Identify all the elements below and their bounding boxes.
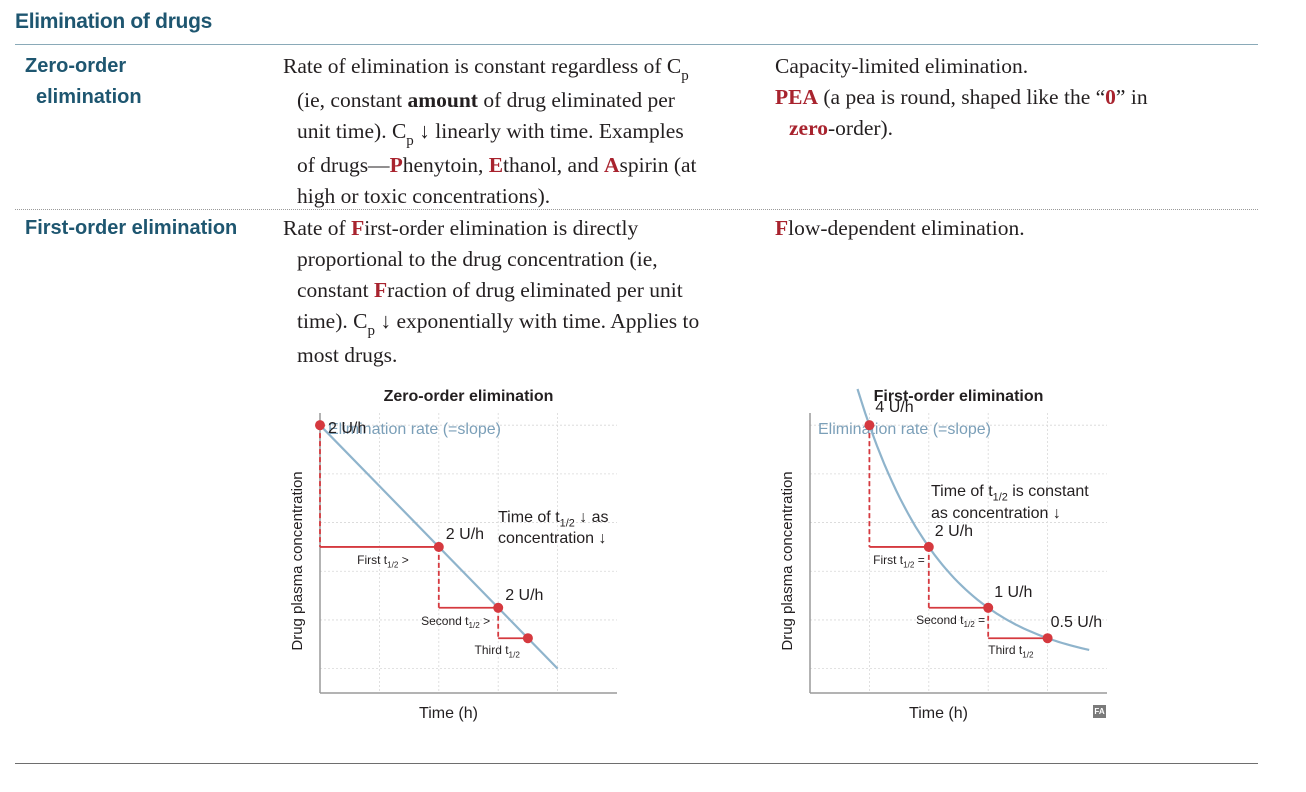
mnemonic-letter: 0	[1105, 85, 1116, 109]
x-axis-label: Time (h)	[909, 705, 968, 722]
half-life-label: Third t1/2	[475, 643, 521, 659]
description-zero-order: Rate of elimination is constant regardle…	[283, 51, 763, 212]
x-axis-label: Time (h)	[419, 705, 478, 722]
desc-text: thanol, and	[503, 153, 604, 177]
mnemonic-letter: E	[488, 153, 504, 177]
term-line: elimination	[36, 86, 142, 108]
bold-term: amount	[407, 88, 478, 112]
desc-text: Rate of	[283, 216, 352, 240]
desc-text: unit time). C	[297, 119, 407, 143]
rate-label: 2 U/h	[505, 587, 543, 604]
series-label: Elimination rate (=slope)	[328, 421, 501, 438]
title-divider	[15, 44, 1258, 45]
annotation-line: as concentration ↓	[931, 505, 1061, 522]
rate-label: 2 U/h	[328, 420, 366, 437]
term-zero-order: Zero-order elimination	[25, 51, 142, 113]
desc-text: of drug eliminated per	[477, 88, 675, 112]
annotation-line: concentration ↓	[498, 530, 607, 547]
mnemonic-letter: F	[775, 216, 789, 240]
desc-text: spirin (at	[619, 153, 697, 177]
y-axis-label: Drug plasma concentration	[289, 471, 306, 650]
rate-label: 2 U/h	[935, 523, 973, 540]
rate-label: 4 U/h	[875, 399, 913, 416]
data-point	[493, 602, 504, 613]
desc-text: ↓ exponentially with time. Applies to	[374, 309, 700, 333]
half-life-label: First t1/2 =	[873, 553, 925, 569]
rate-label: 1 U/h	[994, 584, 1032, 601]
desc-text: ↓ linearly with time. Examples	[413, 119, 684, 143]
description-first-order: Rate of First-order elimination is direc…	[283, 213, 763, 371]
section-title: Elimination of drugs	[15, 10, 212, 33]
data-point	[864, 420, 875, 431]
annotation-line: Time of t1/2 is constant	[931, 483, 1089, 503]
desc-text: henytoin,	[402, 153, 489, 177]
desc-text: most drugs.	[297, 343, 398, 367]
term-first-order: First-order elimination	[25, 213, 237, 244]
series-label: Elimination rate (=slope)	[818, 421, 991, 438]
subscript: p	[681, 68, 689, 84]
half-life-label: First t1/2 >	[357, 553, 409, 569]
data-point	[522, 633, 533, 644]
row-divider	[15, 209, 1258, 210]
desc-text: of drugs—	[297, 153, 390, 177]
data-point	[433, 541, 444, 552]
subscript: p	[367, 323, 375, 339]
half-life-label: Second t1/2 >	[421, 614, 490, 630]
note-text: ” in	[1115, 85, 1148, 109]
subscript: p	[406, 133, 414, 149]
note-text: (a pea is round, shaped like the “	[818, 85, 1106, 109]
desc-text: high or toxic concentrations).	[297, 184, 551, 208]
desc-text: raction of drug eliminated per unit	[387, 278, 683, 302]
bottom-divider	[15, 763, 1258, 764]
desc-text: proportional to the drug concentration (…	[297, 247, 658, 271]
note-text: -order).	[828, 116, 894, 140]
annotation-line: Time of t1/2 ↓ as	[498, 509, 609, 529]
mnemonic-letter: P	[389, 153, 403, 177]
rate-label: 2 U/h	[446, 526, 484, 543]
desc-text: time). C	[297, 309, 368, 333]
note-zero-order: Capacity-limited elimination. PEA (a pea…	[775, 51, 1255, 144]
note-text: low-dependent elimination.	[788, 216, 1025, 240]
data-point	[315, 420, 325, 431]
mnemonic-letter: F	[374, 278, 388, 302]
desc-text: irst-order elimination is directly	[364, 216, 639, 240]
chart-title: First-order elimination	[874, 388, 1044, 405]
mnemonic-word: zero	[789, 116, 828, 140]
desc-text: constant	[297, 278, 375, 302]
zero-order-chart: Zero-order elimination Time (h) Drug plasm…	[289, 388, 617, 722]
rate-label: 0.5 U/h	[1051, 614, 1103, 631]
term-line: First-order elimination	[25, 217, 238, 239]
logo-badge: FA	[1093, 705, 1106, 718]
desc-text: (ie, constant	[297, 88, 408, 112]
term-line: Zero-order	[25, 55, 127, 77]
note-first-order: Flow-dependent elimination.	[775, 213, 1255, 244]
first-order-chart: First-order elimination Time (h) Drug plas…	[779, 388, 1107, 722]
chart-title: Zero-order elimination	[384, 388, 554, 405]
note-text: Capacity-limited elimination.	[775, 54, 1029, 78]
desc-text: Rate of elimination is constant regardle…	[283, 54, 682, 78]
y-axis-label: Drug plasma concentration	[779, 471, 796, 650]
half-life-label: Third t1/2	[988, 643, 1034, 659]
mnemonic-letter: A	[603, 153, 620, 177]
mnemonic-word: PEA	[775, 85, 818, 109]
half-life-label: Second t1/2 =	[916, 613, 985, 629]
data-point	[983, 602, 994, 613]
mnemonic-letter: F	[351, 216, 365, 240]
data-point	[923, 541, 934, 552]
data-point	[1042, 633, 1053, 644]
